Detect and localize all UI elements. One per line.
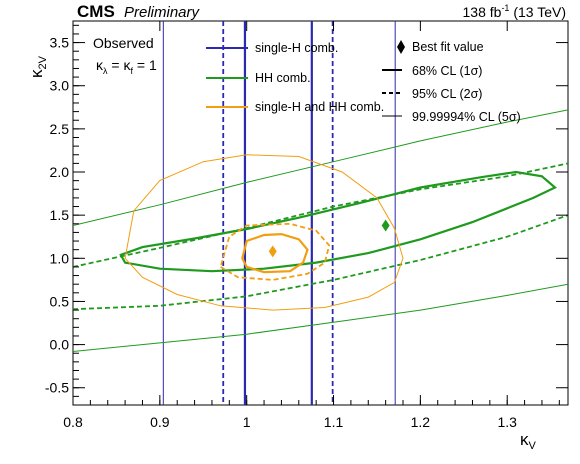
x-axis-title: κV: [520, 430, 537, 452]
combined-2sigma-contour: [219, 222, 331, 281]
axis-ticks: 0.8 0.9 1 1.1 1.2 1.3 -0.5 0.0 0.5 1.0 1.5 2.0 2.5 3.…: [45, 21, 568, 430]
y-tick-label: -0.5: [45, 380, 69, 396]
hh-2sigma-band-2: [73, 214, 568, 311]
legend-combined: single-H and HH comb.: [255, 100, 384, 114]
combined-1sigma-contour: [241, 232, 309, 274]
hh-1sigma-contour: [119, 170, 557, 273]
cms-label: CMS: [77, 2, 115, 21]
hh-2sigma-band-1: [73, 162, 568, 268]
y-tick-label: 0.5: [50, 293, 70, 309]
y-tick-label: 3.5: [50, 35, 70, 51]
legend-hh: HH comb.: [255, 71, 311, 85]
legend-best-fit: Best fit value: [412, 40, 484, 54]
plot-frame: [72, 20, 569, 406]
y-tick-label: 0.0: [50, 337, 70, 353]
combined-5sigma-contour: [124, 154, 404, 311]
observed-label: Observed: [93, 35, 154, 51]
y-tick-label: 1.5: [50, 207, 70, 223]
x-tick-label: 1.1: [324, 414, 344, 430]
x-tick-label: 0.9: [150, 414, 170, 430]
x-tick-label: 0.8: [63, 414, 83, 430]
hh-5sigma-band-2: [73, 283, 568, 352]
legend-2sigma: 95% CL (2σ): [412, 87, 482, 101]
y-tick-label: 2.5: [50, 121, 70, 137]
legend-1sigma: 68% CL (1σ): [412, 64, 482, 78]
x-tick-label: 1: [243, 414, 251, 430]
combined-best-fit-point: [268, 245, 277, 258]
preliminary-label: Preliminary: [124, 4, 201, 21]
plot-area: [73, 21, 568, 405]
hh-best-fit-point: [381, 219, 390, 232]
legend-single-h: single-H comb.: [255, 41, 338, 55]
x-tick-label: 1.2: [411, 414, 431, 430]
kappa-condition: κλ = κf = 1: [96, 57, 157, 76]
y-tick-label: 3.0: [50, 78, 70, 94]
y-tick-label: 2.0: [50, 164, 70, 180]
legend: single-H comb. HH comb. single-H and HH …: [206, 40, 521, 124]
hh-5sigma-band-1: [73, 109, 568, 226]
x-tick-label: 1.3: [497, 414, 517, 430]
legend-5sigma: 99.99994% CL (5σ): [412, 110, 521, 124]
y-axis-title: κ2V: [27, 55, 49, 78]
y-tick-label: 1.0: [50, 250, 70, 266]
legend-best-fit-diamond-icon: [397, 40, 405, 54]
lumi-label: 138 fb-1 (13 TeV): [463, 3, 567, 20]
